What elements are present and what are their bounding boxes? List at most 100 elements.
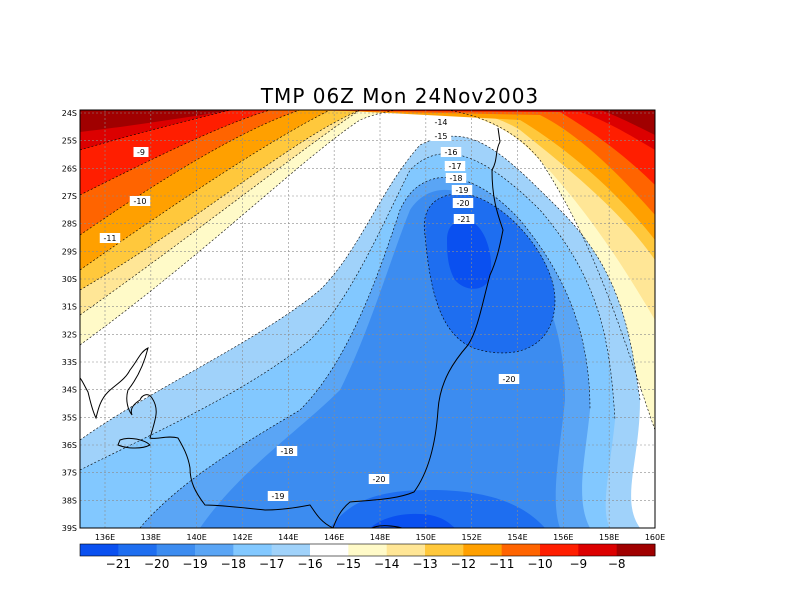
colorbar-label: −10 [527, 557, 552, 571]
band-c5 [330, 194, 555, 528]
contour-label: -10 [129, 196, 151, 206]
coastline [80, 127, 504, 528]
band-c6 [370, 220, 492, 528]
lat-label: 33S [62, 358, 77, 367]
lon-label: 158E [599, 533, 619, 542]
colorbar: −21 −20 −19 −18 −17 −16 −15 −14 −13 −12 −11 −10 −9 −8 [79, 543, 656, 571]
contour-label: -20 [368, 474, 390, 484]
lat-label: 25S [62, 137, 77, 146]
colorbar-border [79, 543, 656, 557]
colorbar-swatch [616, 544, 656, 556]
filled-contours [80, 110, 655, 528]
svg-text:-11: -11 [103, 234, 116, 243]
svg-text:-20: -20 [502, 375, 515, 384]
lon-label: 160E [645, 533, 665, 542]
colorbar-swatch [578, 544, 618, 556]
svg-text:-18: -18 [449, 174, 462, 183]
colorbar-label: −17 [259, 557, 284, 571]
lat-label: 30S [62, 275, 77, 284]
svg-text:-19: -19 [271, 492, 284, 501]
colorbar-swatch [156, 544, 196, 556]
svg-text:-16: -16 [444, 148, 457, 157]
lon-label: 138E [141, 533, 161, 542]
colorbar-swatch [348, 544, 388, 556]
colorbar-swatch [310, 544, 349, 556]
lat-label: 35S [62, 413, 77, 422]
contour-label: -20 [498, 374, 520, 384]
colorbar-label: −19 [182, 557, 207, 571]
colorbar-swatch [80, 544, 119, 556]
band-d4 [80, 110, 655, 235]
colorbar-swatch [195, 544, 234, 556]
svg-text:-20: -20 [456, 199, 469, 208]
svg-text:-17: -17 [448, 162, 461, 171]
lon-label: 152E [462, 533, 482, 542]
contour-label: -15 [430, 131, 452, 141]
lon-label: 144E [278, 533, 298, 542]
svg-text:-19: -19 [455, 186, 468, 195]
lat-label: 26S [62, 164, 77, 173]
colorbar-swatch [425, 544, 464, 556]
colorbar-label: −16 [297, 557, 322, 571]
lat-label: 31S [62, 303, 77, 312]
svg-text:-15: -15 [434, 132, 447, 141]
longitude-labels: 136E 138E 140E 142E 144E 146E 148E 150E 152E 154E… [95, 533, 665, 542]
lon-label: 146E [324, 533, 344, 542]
svg-text:-9: -9 [137, 148, 145, 157]
lon-label: 148E [370, 533, 390, 542]
colorbar-label: −21 [106, 557, 131, 571]
lat-label: 38S [62, 496, 77, 505]
lat-label: 36S [62, 441, 77, 450]
colorbar-swatch [463, 544, 503, 556]
lon-label: 154E [507, 533, 527, 542]
colorbar-label: −14 [374, 557, 399, 571]
lat-label: 39S [62, 524, 77, 533]
svg-text:-14: -14 [434, 118, 447, 127]
colorbar-label: −18 [221, 557, 246, 571]
contour-label: -19 [451, 185, 473, 195]
contour-label: -19 [267, 491, 289, 501]
contour-lines [80, 110, 655, 528]
colorbar-swatch [271, 544, 311, 556]
plot-border [79, 109, 656, 529]
lat-label: 32S [62, 330, 77, 339]
colorbar-label: −15 [336, 557, 361, 571]
svg-text:-21: -21 [457, 215, 470, 224]
contour-label: -9 [133, 147, 149, 157]
contour-label: -17 [444, 161, 466, 171]
lat-label: 27S [62, 192, 77, 201]
colorbar-label: −11 [489, 557, 514, 571]
gridlines [80, 110, 655, 528]
contour-label: -14 [430, 117, 452, 127]
colorbar-swatch [386, 544, 426, 556]
lon-label: 140E [187, 533, 207, 542]
contour-label: -21 [453, 214, 475, 224]
lon-label: 136E [95, 533, 115, 542]
colorbar-label: −12 [451, 557, 476, 571]
contour-label: -18 [445, 173, 467, 183]
lat-label: 28S [62, 220, 77, 229]
lat-label: 34S [62, 386, 77, 395]
colorbar-label: −8 [608, 557, 626, 571]
colorbar-swatch [118, 544, 158, 556]
map-title: TMP 06Z Mon 24Nov2003 [260, 84, 540, 108]
colorbar-label: −20 [144, 557, 169, 571]
contour-label: -11 [99, 233, 121, 243]
colorbar-swatch [233, 544, 273, 556]
lon-label: 142E [232, 533, 252, 542]
svg-text:-18: -18 [280, 447, 293, 456]
latitude-labels: 24S 25S 26S 27S 28S 29S 30S 31S 32S 33S 34S 35S 36S 3… [62, 109, 77, 533]
lat-label: 24S [62, 109, 77, 118]
contour-label: -16 [440, 147, 462, 157]
colorbar-swatch [540, 544, 579, 556]
svg-text:-10: -10 [133, 197, 146, 206]
lat-label: 29S [62, 247, 77, 256]
lon-label: 156E [553, 533, 573, 542]
colorbar-label: −13 [412, 557, 437, 571]
band-d1 [80, 110, 655, 135]
lon-label: 150E [416, 533, 436, 542]
colorbar-swatch [501, 544, 541, 556]
lat-label: 37S [62, 469, 77, 478]
band-d5 [80, 110, 655, 270]
